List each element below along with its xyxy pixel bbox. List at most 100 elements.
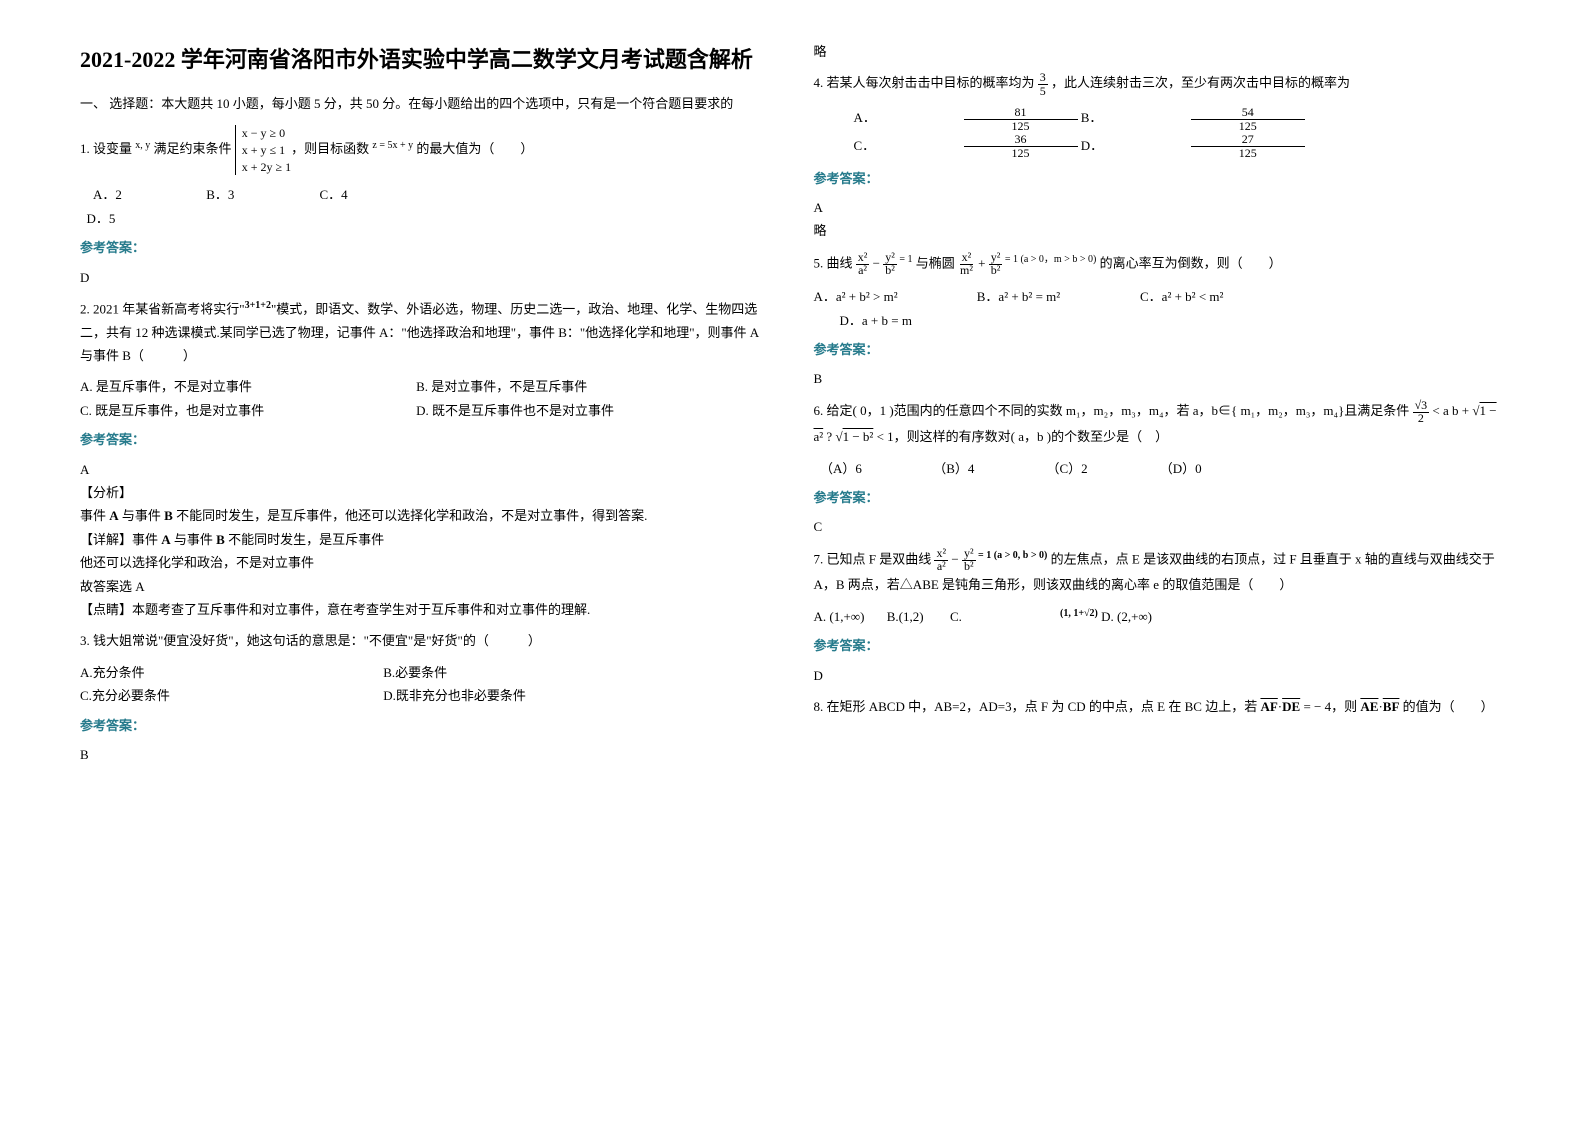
- q4-Bt: 54: [1191, 106, 1305, 120]
- q4-stem-a: 4. 若某人每次射击击中目标的概率均为: [814, 76, 1038, 91]
- q6-r2: 1 − b²: [843, 429, 874, 444]
- q4-prob: 35: [1038, 71, 1048, 97]
- left-column: 2021-2022 学年河南省洛阳市外语实验中学高二数学文月考试题含解析 一、 …: [60, 40, 794, 1082]
- q3-opts-2: C.充分必要条件 D.既非充分也非必要条件: [80, 684, 774, 707]
- q2-exp1-c: 不能同时发生，是互斥事件，他还可以选择化学和政治，不是对立事件，得到答案.: [173, 508, 648, 523]
- q5-eq2: = 1 (a > 0，m > b > 0): [1002, 254, 1096, 265]
- q7-m: −: [948, 551, 962, 566]
- q2-mode: 3+1+2: [245, 300, 271, 311]
- question-2: 2. 2021 年某省新高考将实行"3+1+2"模式，即语文、数学、外语必选，物…: [80, 297, 774, 368]
- q5-m1: −: [869, 255, 883, 270]
- q2-ans: A: [80, 458, 774, 481]
- q5-ans: B: [814, 367, 1508, 390]
- q2-exp1-b: 与事件: [119, 508, 165, 523]
- q4-A: A．81125: [854, 106, 1078, 133]
- q5-e11b: a²: [856, 263, 869, 277]
- q4-D-lbl: D．: [1081, 134, 1191, 157]
- q1-c2: x + y ≤ 1: [242, 143, 285, 157]
- q1-stem-b: 满足约束条件: [150, 141, 235, 156]
- q2-fx: 【分析】: [80, 481, 774, 504]
- q4-Db: 125: [1191, 147, 1305, 160]
- q3-A: A.充分条件: [80, 661, 380, 684]
- q1-c3: x + 2y ≥ 1: [242, 160, 291, 174]
- q8-v4: BF: [1383, 699, 1400, 714]
- q4-ans-label: 参考答案：: [814, 167, 1508, 190]
- q4-Ct: 36: [964, 133, 1078, 147]
- q2-ans-label: 参考答案：: [80, 428, 774, 451]
- q5-stem-b: 与椭圆: [916, 255, 958, 270]
- q4-Dt: 27: [1191, 133, 1305, 147]
- q2-det-c: 不能同时发生，是互斥事件: [225, 532, 384, 547]
- q2-det-bA: A: [161, 532, 170, 547]
- q2-dj: 【点睛】本题考查了互斥事件和对立事件，意在考查学生对于互斥事件和对立事件的理解.: [80, 598, 774, 621]
- q2-det-a: 【详解】事件: [80, 532, 161, 547]
- q2-B: B. 是对立事件，不是互斥事件: [416, 375, 587, 398]
- question-8: 8. 在矩形 ABCD 中，AB=2，AD=3，点 F 为 CD 的中点，点 E…: [814, 695, 1508, 718]
- q7-e2b: b²: [962, 559, 976, 573]
- q2-D: D. 既不是互斥事件也不是对立事件: [416, 399, 614, 422]
- q2-exp3: 他还可以选择化学和政治，不是对立事件: [80, 551, 774, 574]
- q5-e12b: b²: [883, 263, 897, 277]
- q6-D: （D）0: [1160, 457, 1270, 480]
- q7-options: A. (1,+∞) B.(1,2) C. (1, 1+√2) D. (2,+∞): [814, 605, 1508, 629]
- q7-C-a: C.: [950, 605, 1060, 628]
- q4-stem-b: ，此人连续射击三次，至少有两次击中目标的概率为: [1051, 76, 1350, 91]
- q3-opts-1: A.充分条件 B.必要条件: [80, 661, 774, 684]
- question-7: 7. 已知点 F 是双曲线 x²a² − y²b² = 1 (a > 0, b …: [814, 547, 1508, 597]
- q8-v1: AF: [1260, 699, 1277, 714]
- q4-lue: 略: [814, 219, 1508, 242]
- q1-vars: x, y: [135, 140, 150, 151]
- q3-ans-label: 参考答案：: [80, 714, 774, 737]
- q8-v3: AE: [1360, 699, 1378, 714]
- q7-eq: = 1 (a > 0, b > 0): [976, 550, 1048, 561]
- q2-det-b: 与事件: [171, 532, 217, 547]
- q1-D: D．5: [87, 207, 197, 230]
- q6-ans-label: 参考答案：: [814, 486, 1508, 509]
- q4-C-lbl: C．: [854, 134, 964, 157]
- q3-lue: 略: [814, 40, 1508, 63]
- q5-D: D．a + b = m: [840, 309, 950, 332]
- q1-A: A．2: [93, 183, 203, 206]
- q1-stem-c: ，则目标函数: [291, 141, 372, 156]
- q6-ans: C: [814, 515, 1508, 538]
- q1-stem-a: 1. 设变量: [80, 141, 135, 156]
- q2-exp1-a: 事件: [80, 508, 109, 523]
- q7-B: B.(1,2): [887, 605, 947, 628]
- q6-C: （C）2: [1047, 457, 1157, 480]
- q1-B: B．3: [206, 183, 316, 206]
- q2-bA: A: [109, 508, 118, 523]
- question-4: 4. 若某人每次射击击中目标的概率均为 35 ，此人连续射击三次，至少有两次击中…: [814, 71, 1508, 97]
- q4-A-lbl: A．: [854, 106, 964, 129]
- q2-det: 【详解】事件 A 与事件 B 不能同时发生，是互斥事件: [80, 528, 774, 551]
- q6-stem-c: ?: [823, 429, 835, 444]
- q5-e22b: b²: [989, 263, 1003, 277]
- q1-fn: z = 5x + y: [372, 140, 413, 151]
- q5-ans-label: 参考答案：: [814, 338, 1508, 361]
- q7-A: A. (1,+∞): [814, 605, 884, 628]
- q7-C: C. (1, 1+√2): [950, 605, 1098, 629]
- q5-stem-c: 的离心率互为倒数，则（ ）: [1100, 255, 1282, 270]
- q7-ans: D: [814, 664, 1508, 687]
- exam-page: 2021-2022 学年河南省洛阳市外语实验中学高二数学文月考试题含解析 一、 …: [0, 0, 1587, 1122]
- q8-stem-a: 8. 在矩形 ABCD 中，AB=2，AD=3，点 F 为 CD 的中点，点 E…: [814, 699, 1261, 714]
- q7-e1b: a²: [935, 559, 948, 573]
- q3-C: C.充分必要条件: [80, 684, 380, 707]
- q1-c1: x − y ≥ 0: [242, 126, 285, 140]
- question-5: 5. 曲线 x²a² − y²b² = 1 与椭圆 x²m² + y²b² = …: [814, 251, 1508, 278]
- q7-D: D. (2,+∞): [1101, 605, 1211, 628]
- q5-options: A．a² + b² > m² B．a² + b² = m² C．a² + b² …: [814, 285, 1508, 332]
- q8-stem-b: = − 4，则: [1303, 699, 1360, 714]
- q4-B: B．54125: [1081, 106, 1305, 133]
- q1-constraints: x − y ≥ 0 x + y ≤ 1 x + 2y ≥ 1: [235, 125, 291, 175]
- q8-stem-c: 的值为（ ）: [1403, 699, 1494, 714]
- q5-C: C．a² + b² < m²: [1140, 285, 1300, 308]
- exam-title: 2021-2022 学年河南省洛阳市外语实验中学高二数学文月考试题含解析: [80, 40, 774, 80]
- q2-A: A. 是互斥事件，不是对立事件: [80, 375, 413, 398]
- question-3: 3. 钱大姐常说"便宜没好货"，她这句话的意思是："不便宜"是"好货"的（ ）: [80, 629, 774, 652]
- q4-C: C．36125: [854, 133, 1078, 160]
- q4-options: A．81125 B．54125 C．36125 D．27125: [814, 106, 1508, 161]
- q4-pb: 5: [1038, 84, 1048, 98]
- q5-e21b: m²: [958, 263, 975, 277]
- q5-eq1: = 1: [897, 254, 913, 265]
- q6-fb: 2: [1416, 411, 1426, 425]
